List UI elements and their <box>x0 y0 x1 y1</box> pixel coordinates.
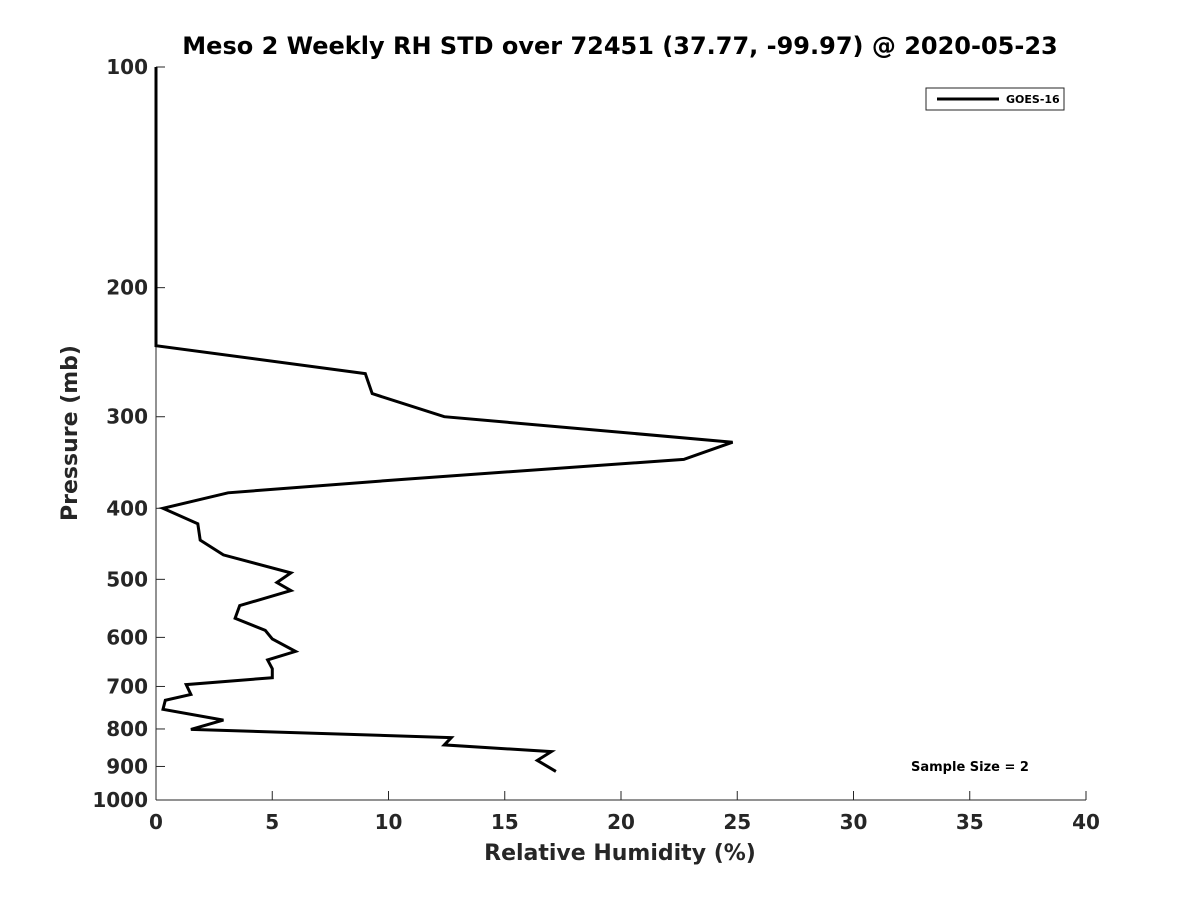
chart-title: Meso 2 Weekly RH STD over 72451 (37.77, … <box>182 32 1057 60</box>
x-axis-label: Relative Humidity (%) <box>484 841 756 866</box>
x-axis-ticks: 0 5 10 15 20 25 30 35 40 <box>149 791 1100 834</box>
y-tick-label: 1000 <box>92 788 148 812</box>
y-tick-label: 300 <box>106 405 148 429</box>
legend: GOES-16 <box>925 87 1065 111</box>
y-tick-label: 700 <box>106 674 148 698</box>
y-tick-label: 600 <box>106 625 148 649</box>
x-tick-label: 0 <box>149 810 163 834</box>
y-tick-label: 900 <box>106 754 148 778</box>
x-tick-label: 15 <box>491 810 519 834</box>
sample-size-annotation: Sample Size = 2 <box>911 760 1029 775</box>
y-axis-label: Pressure (mb) <box>58 345 83 521</box>
x-tick-label: 5 <box>265 810 279 834</box>
y-tick-label: 800 <box>106 717 148 741</box>
x-tick-label: 35 <box>956 810 984 834</box>
x-tick-label: 10 <box>375 810 403 834</box>
y-tick-label: 400 <box>106 496 148 520</box>
y-tick-label: 200 <box>106 276 148 300</box>
legend-entry-goes-16: GOES-16 <box>1006 93 1060 106</box>
x-tick-label: 40 <box>1072 810 1100 834</box>
series-goes-16-line <box>154 67 734 773</box>
x-tick-label: 25 <box>723 810 751 834</box>
y-axis-ticks: 100 200 300 400 500 600 700 800 900 1000 <box>92 55 165 812</box>
y-tick-label: 100 <box>106 55 148 79</box>
y-tick-label: 500 <box>106 567 148 591</box>
x-tick-label: 30 <box>840 810 868 834</box>
x-tick-label: 20 <box>607 810 635 834</box>
